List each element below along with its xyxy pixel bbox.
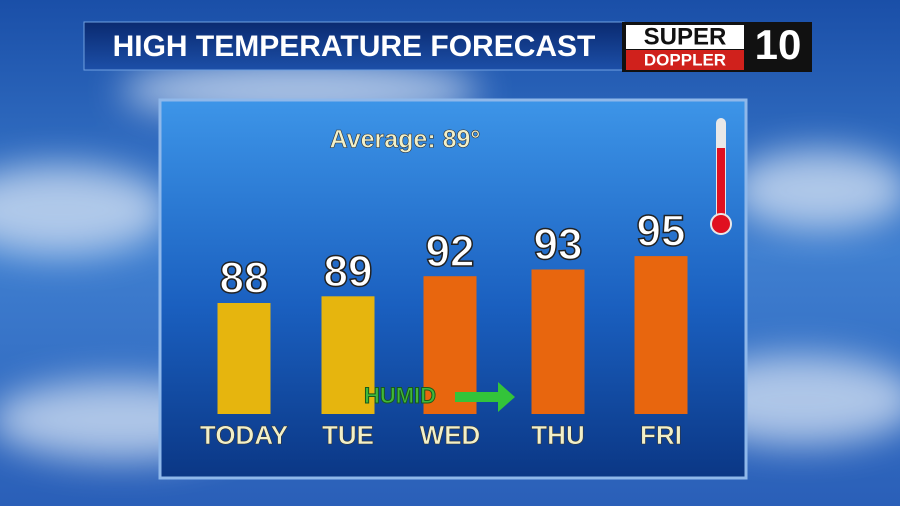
- bar: [217, 303, 271, 414]
- logo-bottom: [626, 50, 744, 70]
- x-tick-label: FRI: [640, 420, 682, 450]
- thermometer-bulb: [710, 213, 732, 235]
- thermometer-fill: [717, 148, 725, 223]
- logo-text: SUPER: [644, 23, 727, 50]
- value-label: 92: [426, 227, 475, 276]
- title-bar: [83, 21, 625, 71]
- chart-title: HIGH TEMPERATURE FORECAST: [113, 30, 596, 63]
- value-label: 95: [637, 207, 686, 256]
- annotation: HUMID: [364, 383, 436, 408]
- logo: SUPER DOPPLER 10: [622, 21, 812, 72]
- bar: [321, 296, 375, 414]
- x-tick-label: TUE: [322, 420, 374, 450]
- logo-text: 10: [755, 21, 802, 68]
- thermometer: [710, 118, 732, 235]
- logo-top: [626, 25, 744, 49]
- subtitle: Average: 89°: [330, 126, 481, 154]
- value-label: 88: [220, 254, 269, 303]
- bar: [634, 256, 688, 414]
- annotation-arrow: [455, 382, 515, 412]
- x-tick-label: WED: [420, 420, 481, 450]
- bar: [423, 276, 477, 414]
- value-label: 89: [324, 247, 373, 296]
- logo-text: DOPPLER: [644, 50, 726, 69]
- x-tick-label: THU: [531, 420, 584, 450]
- value-label: 93: [534, 220, 583, 269]
- x-tick-label: TODAY: [200, 420, 288, 450]
- bar: [531, 269, 585, 414]
